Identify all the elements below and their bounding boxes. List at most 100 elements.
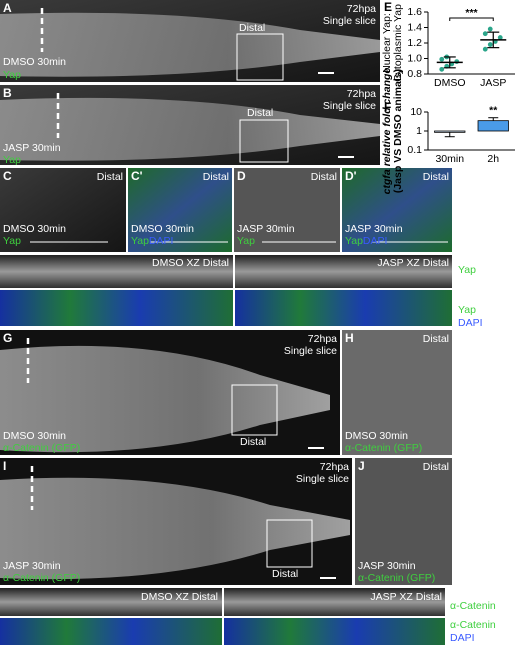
image — [224, 588, 445, 616]
roi-box — [236, 33, 284, 81]
image — [0, 168, 126, 252]
stain: Yap — [3, 69, 21, 81]
channel: α-Catenin — [450, 600, 496, 612]
y-axis-label: Cytoplasmic Yap — [392, 4, 404, 82]
sig-bracket — [449, 17, 494, 21]
condition: DMSO 30min — [3, 56, 66, 68]
image — [235, 290, 452, 326]
x-tick-label: DMSO — [434, 77, 466, 89]
roi-box — [266, 519, 313, 568]
roi-label: Distal — [240, 436, 266, 448]
xz-label: DMSO XZ Distal — [152, 257, 229, 269]
panel-letter: I — [3, 459, 6, 473]
condition: JASP 30min — [3, 142, 61, 154]
bar — [434, 130, 466, 133]
channel: DAPI — [450, 632, 475, 644]
xz-yap: DMSO XZ Distal JASP XZ Distal Yap Yap DA… — [0, 255, 483, 329]
tissue — [0, 12, 380, 77]
stain: Yap — [237, 235, 255, 247]
panel-letter: D' — [345, 169, 357, 183]
condition: DMSO 30min — [131, 223, 194, 235]
time: 72hpa — [347, 3, 376, 15]
stain: YapDAPI — [345, 235, 387, 247]
roi-box — [239, 119, 289, 163]
data-point — [454, 59, 460, 64]
xz-label: JASP XZ Distal — [370, 591, 442, 603]
slice: Single slice — [323, 100, 376, 112]
channel: α-Catenin — [450, 619, 496, 631]
image — [0, 618, 222, 645]
bar — [477, 120, 509, 132]
x-tick-label: 30min — [435, 153, 464, 165]
y-tick-label: 1.0 — [407, 52, 422, 64]
image — [128, 168, 232, 252]
roi-label: Distal — [423, 333, 449, 345]
condition: DMSO 30min — [345, 430, 408, 442]
time: 72hpa — [308, 333, 337, 345]
stain: Yap — [3, 154, 21, 166]
condition: JASP 30min — [237, 223, 295, 235]
time: 72hpa — [347, 88, 376, 100]
image — [235, 255, 452, 288]
stain-yap: Yap — [131, 235, 149, 247]
stain: Yap — [3, 235, 21, 247]
data-point — [439, 66, 445, 72]
panel-letter: C — [3, 169, 12, 183]
tissue — [0, 97, 380, 161]
condition: DMSO 30min — [3, 223, 66, 235]
roi-label: Distal — [311, 171, 337, 183]
y-tick-label: 10 — [410, 106, 422, 118]
y-tick-label: 0.8 — [407, 68, 422, 80]
data-point — [487, 26, 493, 32]
slice: Single slice — [323, 15, 376, 27]
xz-label: DMSO XZ Distal — [141, 591, 218, 603]
y-tick-label: 1.2 — [407, 37, 422, 49]
panel-g-h: G 72hpa Single slice Distal DMSO 30min α… — [0, 330, 452, 455]
y-axis-label: (Jasp VS DMSO animals) — [392, 69, 404, 193]
y-tick-label: 1 — [416, 125, 422, 137]
data-point — [482, 46, 488, 52]
channel: Yap — [458, 264, 476, 276]
data-point — [487, 42, 493, 47]
slice: Single slice — [296, 473, 349, 485]
panel-a: A 72hpa Single slice Distal DMSO 30min Y… — [0, 0, 380, 82]
data-point — [482, 31, 488, 37]
x-tick-label: 2h — [487, 153, 499, 165]
image — [342, 330, 452, 455]
xz-catenin: DMSO XZ Distal JASP XZ Distal α-Catenin … — [0, 588, 496, 645]
annotation: ** — [489, 105, 498, 117]
panel-b: B 72hpa Single slice Distal JASP 30min Y… — [0, 85, 380, 166]
image — [0, 255, 233, 288]
panel-letter: A — [3, 1, 12, 15]
condition: DMSO 30min — [3, 430, 66, 442]
roi-box — [231, 384, 278, 436]
condition: JASP 30min — [345, 223, 403, 235]
roi-label: Distal — [239, 22, 265, 34]
y-tick-label: 0.1 — [407, 144, 422, 156]
roi-label: Distal — [423, 461, 449, 473]
roi-label: Distal — [423, 171, 449, 183]
roi-label: Distal — [203, 171, 229, 183]
x-tick-label: JASP — [480, 77, 506, 89]
stain: YapDAPI — [131, 235, 173, 247]
roi-label: Distal — [247, 107, 273, 119]
panel-letter: F — [384, 100, 391, 114]
charts: E 0.8 1.0 1.2 1.4 1.6 Nuclear Yap: Cytoplasmic … — [381, 0, 515, 194]
y-tick-label: 1.6 — [407, 6, 422, 18]
channel: Yap — [458, 304, 476, 316]
xz-label: JASP XZ Distal — [377, 257, 449, 269]
panel-letter: E — [384, 0, 392, 14]
panel-letter: B — [3, 86, 12, 100]
y-axis-label: Nuclear Yap: — [381, 13, 393, 73]
data-point — [497, 35, 503, 40]
data-point — [439, 56, 445, 62]
panel-letter: H — [345, 331, 354, 345]
panel-c-row: C Distal DMSO 30min Yap C' Distal DMSO 3… — [0, 168, 452, 252]
image — [234, 168, 340, 252]
stain: α-Catenin (GFP) — [358, 572, 435, 584]
stain: α-Catenin (GFP) — [3, 572, 80, 584]
image — [355, 458, 452, 585]
roi-label: Distal — [97, 171, 123, 183]
stain-dapi: DAPI — [149, 235, 174, 247]
